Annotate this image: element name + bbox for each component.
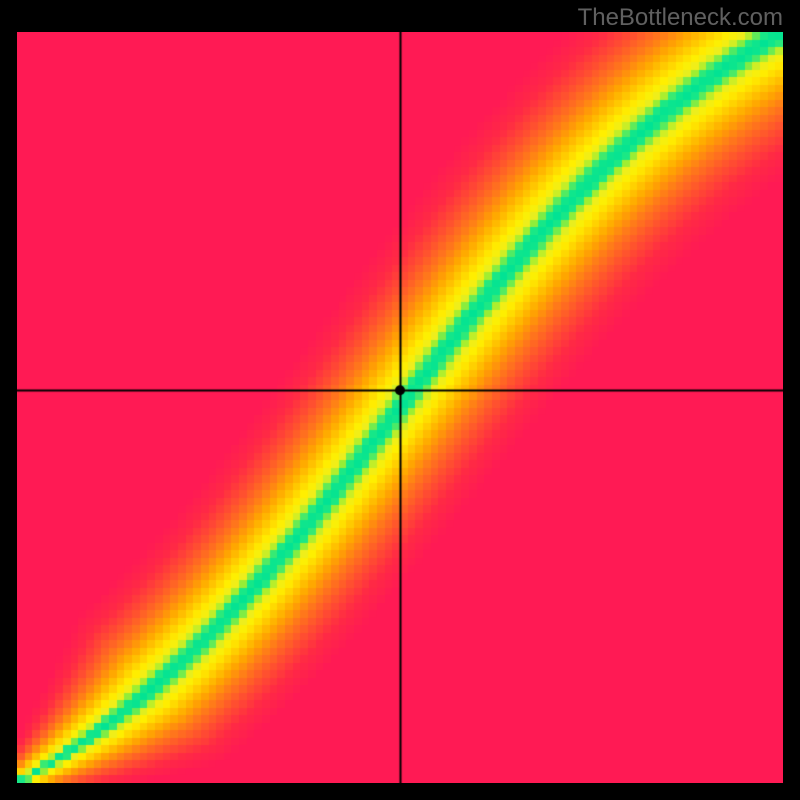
chart-container: TheBottleneck.com [0,0,800,800]
bottleneck-heatmap [17,32,783,783]
watermark-text: TheBottleneck.com [578,4,783,32]
